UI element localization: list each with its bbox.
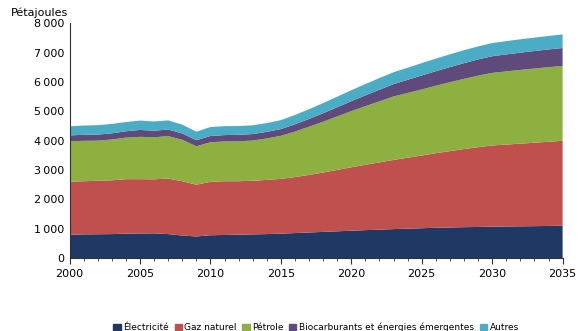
Legend: Électricité, Gaz naturel, Pétrole, Biocarburants et énergies émergentes, Autres: Électricité, Gaz naturel, Pétrole, Bioca…: [110, 319, 523, 331]
Y-axis label: Pétajoules: Pétajoules: [10, 8, 68, 19]
